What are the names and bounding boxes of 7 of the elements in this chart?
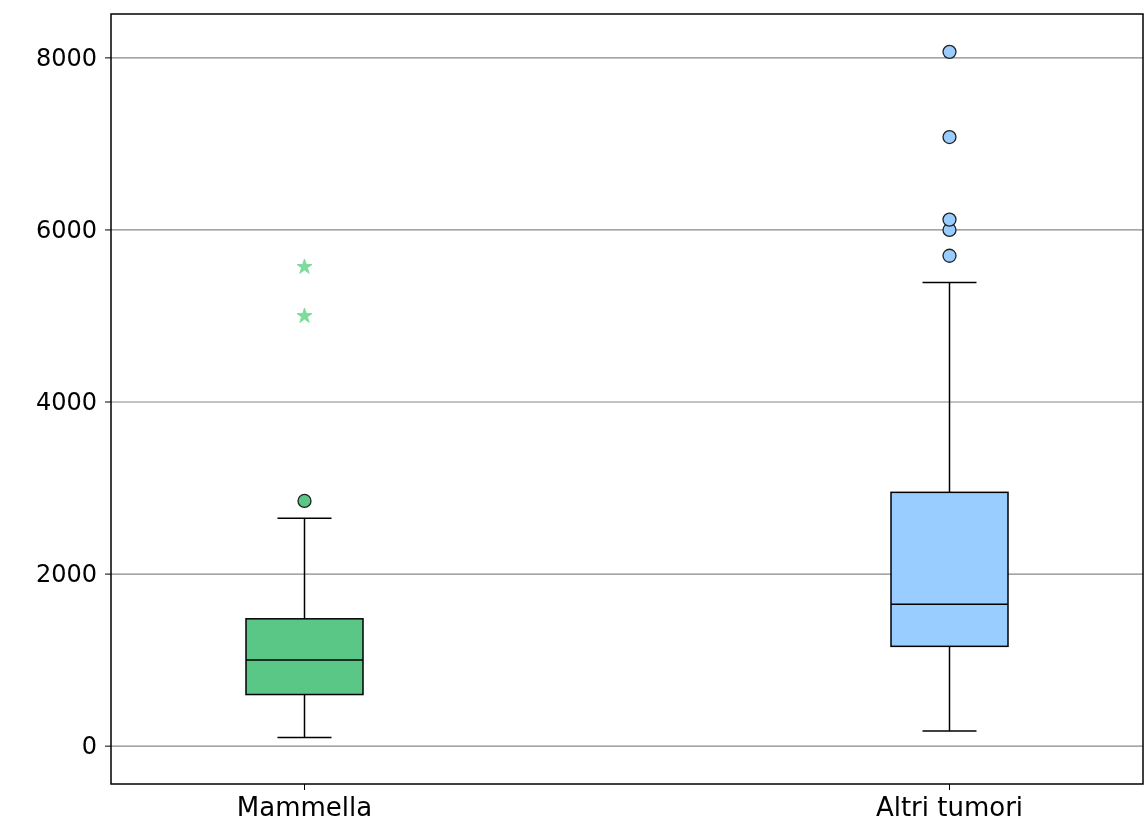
x-tick-label: Mammella	[236, 792, 373, 822]
y-tick-label: 4000	[35, 388, 97, 417]
y-tick-label: 2000	[35, 560, 97, 589]
y-tick-label: 6000	[35, 215, 97, 244]
y-tick-label: 0	[81, 732, 97, 761]
x-tick-label: Altri tumori	[875, 792, 1024, 822]
y-tick-label: 8000	[35, 43, 97, 72]
